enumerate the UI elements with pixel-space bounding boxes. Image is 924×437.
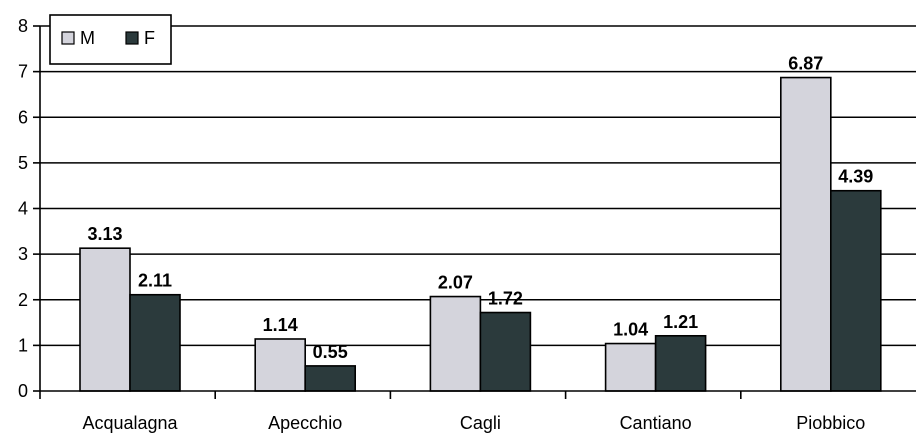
- data-label-m-cantiano: 1.04: [613, 320, 648, 340]
- x-tick-label: Cantiano: [620, 413, 692, 433]
- legend-label-f: F: [144, 28, 155, 48]
- y-tick-label: 3: [18, 244, 28, 264]
- x-tick-label: Acqualagna: [82, 413, 178, 433]
- data-label-m-acqualagna: 3.13: [87, 224, 122, 244]
- x-tick-label: Apecchio: [268, 413, 342, 433]
- bar-f-piobbico: [829, 189, 882, 392]
- bar-m-apecchio: [254, 338, 306, 392]
- bar-f-cantiano: [654, 334, 707, 392]
- legend-label-m: M: [80, 28, 95, 48]
- y-tick-label: 0: [18, 381, 28, 401]
- y-tick-label: 5: [18, 153, 28, 173]
- legend-swatch-f: [125, 31, 139, 45]
- data-label-f-acqualagna: 2.11: [138, 271, 172, 291]
- data-label-f-cantiano: 1.21: [663, 312, 698, 332]
- data-label-m-piobbico: 6.87: [788, 54, 823, 74]
- bar-m-cantiano: [604, 342, 657, 392]
- y-axis: 0 1 2 3 4 5 6 7 8: [18, 16, 41, 401]
- gridlines: [40, 25, 916, 347]
- y-tick-label: 2: [18, 290, 28, 310]
- y-tick-label: 8: [18, 16, 28, 36]
- data-label-f-apecchio: 0.55: [313, 342, 348, 362]
- y-tick-label: 1: [18, 335, 28, 355]
- bar-m-cagli: [429, 295, 482, 392]
- bar-f-cagli: [479, 311, 532, 392]
- bar-m-acqualagna: [79, 247, 131, 392]
- data-label-f-piobbico: 4.39: [838, 167, 873, 187]
- data-label-m-apecchio: 1.14: [263, 315, 298, 335]
- data-label-f-cagli: 1.72: [488, 289, 523, 309]
- data-label-m-cagli: 2.07: [438, 273, 473, 293]
- bar-f-apecchio: [304, 365, 357, 392]
- x-tick-label: Piobbico: [796, 413, 865, 433]
- y-tick-label: 6: [18, 107, 28, 127]
- bar-f-acqualagna: [129, 293, 181, 392]
- y-tick-label: 4: [18, 199, 28, 219]
- x-tick-label: Cagli: [460, 413, 501, 433]
- bars: [79, 76, 882, 392]
- bar-m-piobbico: [779, 76, 832, 392]
- y-tick-label: 7: [18, 62, 28, 82]
- legend-swatch-m: [61, 31, 75, 45]
- x-axis: Acqualagna Apecchio Cagli Cantiano Piobbico: [39, 390, 916, 433]
- data-labels: 3.13 2.11 1.14 0.55 2.07 1.72 1.04 1.21 6.87 4.39: [87, 54, 873, 362]
